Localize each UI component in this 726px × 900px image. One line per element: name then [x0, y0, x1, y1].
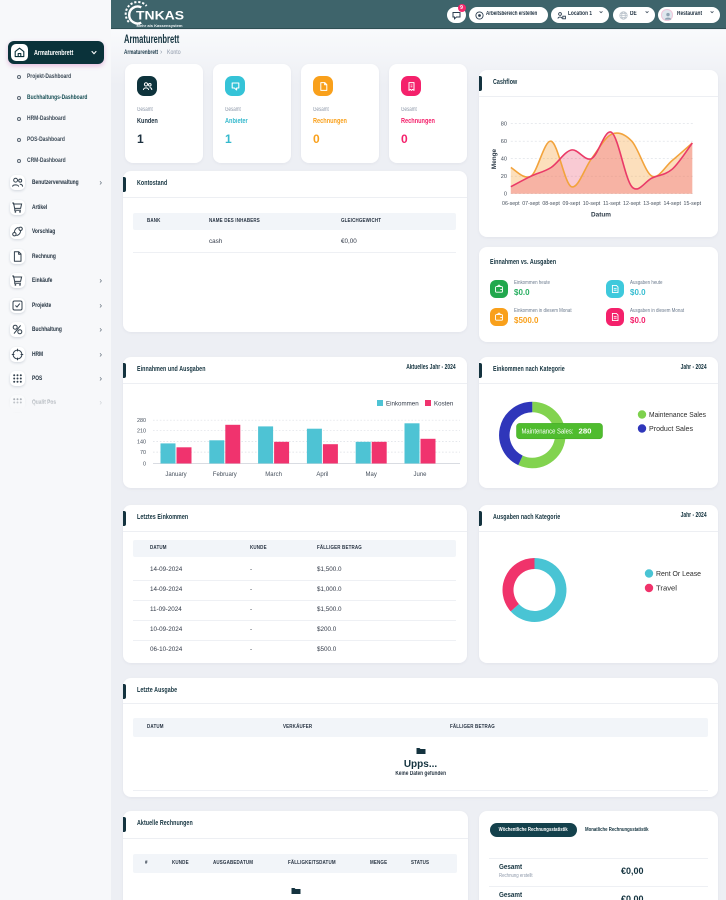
svg-text:11-sept: 11-sept — [603, 201, 621, 207]
svg-text:15-sept: 15-sept — [684, 201, 702, 207]
svg-text:February: February — [213, 472, 237, 478]
svg-text:Einkommen: Einkommen — [386, 401, 419, 408]
svg-text:April: April — [316, 472, 328, 478]
svg-text:Kosten: Kosten — [434, 401, 454, 408]
svg-text:Datum: Datum — [591, 212, 611, 219]
svg-text:0: 0 — [504, 192, 507, 198]
svg-text:80: 80 — [501, 122, 507, 128]
svg-text:09-sept: 09-sept — [563, 201, 581, 207]
svg-text:January: January — [165, 472, 186, 478]
svg-text:Maintenance Sales:: Maintenance Sales: — [522, 429, 574, 436]
svg-text:March: March — [265, 472, 282, 478]
svg-text:140: 140 — [137, 440, 146, 446]
svg-text:Mehr als Kassensystem: Mehr als Kassensystem — [137, 23, 183, 28]
svg-text:10-sept: 10-sept — [583, 201, 601, 207]
svg-text:280: 280 — [579, 429, 592, 436]
svg-text:June: June — [413, 472, 427, 478]
svg-text:06-sept: 06-sept — [502, 201, 520, 207]
svg-text:13-sept: 13-sept — [643, 201, 661, 207]
svg-text:40: 40 — [501, 157, 507, 163]
svg-text:60: 60 — [501, 139, 507, 145]
svg-text:Maintenance Sales: Maintenance Sales — [649, 410, 706, 419]
svg-text:210: 210 — [137, 429, 146, 435]
svg-text:07-sept: 07-sept — [522, 201, 540, 207]
svg-text:Menge: Menge — [491, 148, 498, 169]
svg-text:12-sept: 12-sept — [623, 201, 641, 207]
svg-text:20: 20 — [501, 174, 507, 180]
svg-text:TNKAS: TNKAS — [136, 9, 184, 23]
svg-text:08-sept: 08-sept — [542, 201, 560, 207]
svg-text:Product Sales: Product Sales — [649, 424, 693, 433]
svg-text:Travel: Travel — [656, 584, 677, 593]
svg-text:May: May — [366, 472, 377, 478]
svg-text:Rent Or Lease: Rent Or Lease — [656, 569, 701, 578]
svg-text:14-sept: 14-sept — [663, 201, 681, 207]
svg-text:0: 0 — [143, 462, 146, 468]
svg-text:70: 70 — [140, 450, 146, 456]
svg-text:280: 280 — [137, 418, 146, 424]
